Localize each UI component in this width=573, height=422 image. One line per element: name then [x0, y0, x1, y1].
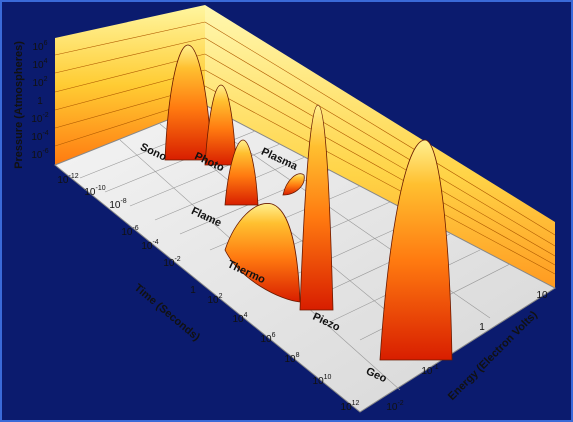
time-tick: 10-8: [109, 198, 126, 211]
time-tick-base: 10: [341, 402, 353, 413]
pressure-tick-base: 10: [32, 78, 44, 89]
time-tick-exp: 4: [244, 312, 248, 319]
pressure-tick-exp: -2: [42, 112, 48, 119]
energy-tick-base: 10: [386, 402, 398, 413]
pressure-tick: 102: [32, 76, 47, 89]
back-wall-right: [205, 5, 555, 288]
geo-peak: [379, 139, 453, 361]
peaks: [164, 44, 453, 361]
time-tick-exp: -2: [174, 256, 180, 263]
pressure-tick-base: 10: [31, 150, 43, 161]
pressure-tick-exp: 2: [44, 76, 48, 83]
pressure-tick-base: 10: [31, 132, 43, 143]
pressure-tick: 104: [32, 58, 47, 71]
time-tick-exp: 2: [219, 293, 223, 300]
time-tick-base: 10: [141, 241, 153, 252]
time-tick: 1010: [313, 374, 332, 387]
time-tick-exp: 6: [272, 332, 276, 339]
time-tick: 10-2: [163, 256, 180, 269]
energy-tick-base: 1: [479, 322, 485, 333]
pressure-tick: 1: [37, 96, 43, 107]
pressure-tick: 10-4: [31, 130, 48, 143]
time-tick-base: 10: [109, 200, 121, 211]
time-tick-exp: -4: [152, 239, 158, 246]
sono-peak: [164, 44, 213, 161]
pressure-tick-base: 10: [31, 114, 43, 125]
pressure-tick-exp: 6: [44, 40, 48, 47]
time-tick: 102: [207, 293, 222, 306]
time-tick-exp: -12: [69, 173, 79, 180]
time-tick: 1012: [341, 400, 360, 413]
energy-tick-base: 10: [536, 290, 548, 301]
flame-peak: [224, 139, 259, 206]
pressure-tick-exp: -4: [42, 130, 48, 137]
time-tick-exp: -8: [120, 198, 126, 205]
time-tick-exp: 12: [352, 400, 360, 407]
energy-tick: 10-1: [421, 364, 438, 377]
pressure-tick-base: 1: [37, 96, 43, 107]
time-tick-base: 10: [121, 227, 133, 238]
thermo-peak: [224, 203, 301, 303]
time-tick-exp: -6: [132, 225, 138, 232]
time-tick-base: 1: [190, 285, 196, 296]
time-tick-exp: 10: [324, 374, 332, 381]
energy-tick-exp: -1: [432, 364, 438, 371]
energy-tick: 1: [479, 322, 485, 333]
energy-tick: 10: [536, 290, 548, 301]
pressure-axis-label: Pressure (Atmospheres): [13, 41, 25, 169]
time-tick: 1: [190, 285, 196, 296]
time-tick: 106: [260, 332, 275, 345]
time-tick-exp: -10: [96, 185, 106, 192]
plasma-blob: [282, 173, 305, 196]
time-tick-base: 10: [163, 258, 175, 269]
time-tick-base: 10: [284, 354, 296, 365]
back-wall-left: [55, 5, 205, 165]
time-tick: 10-4: [141, 239, 158, 252]
pressure-tick-base: 10: [32, 42, 44, 53]
energy-tick-exp: -2: [397, 400, 403, 407]
time-tick: 10-10: [84, 185, 105, 198]
time-tick: 10-12: [57, 173, 78, 186]
pressure-tick-exp: 4: [44, 58, 48, 65]
time-tick-base: 10: [57, 175, 69, 186]
time-tick: 104: [232, 312, 247, 325]
pressure-tick: 10-2: [31, 112, 48, 125]
energy-tick-base: 10: [421, 366, 433, 377]
time-tick-base: 10: [260, 334, 272, 345]
piezo-peak: [299, 104, 334, 311]
time-tick-exp: 8: [296, 352, 300, 359]
time-tick: 108: [284, 352, 299, 365]
time-tick-base: 10: [84, 187, 96, 198]
time-tick-base: 10: [207, 295, 219, 306]
energy-tick: 10-2: [386, 400, 403, 413]
time-tick-base: 10: [313, 376, 325, 387]
pressure-tick-exp: -6: [42, 148, 48, 155]
pressure-tick: 10-6: [31, 148, 48, 161]
time-tick-base: 10: [232, 314, 244, 325]
photo-peak: [204, 84, 237, 166]
pressure-tick-base: 10: [32, 60, 44, 71]
time-tick: 10-6: [121, 225, 138, 238]
pressure-tick: 106: [32, 40, 47, 53]
